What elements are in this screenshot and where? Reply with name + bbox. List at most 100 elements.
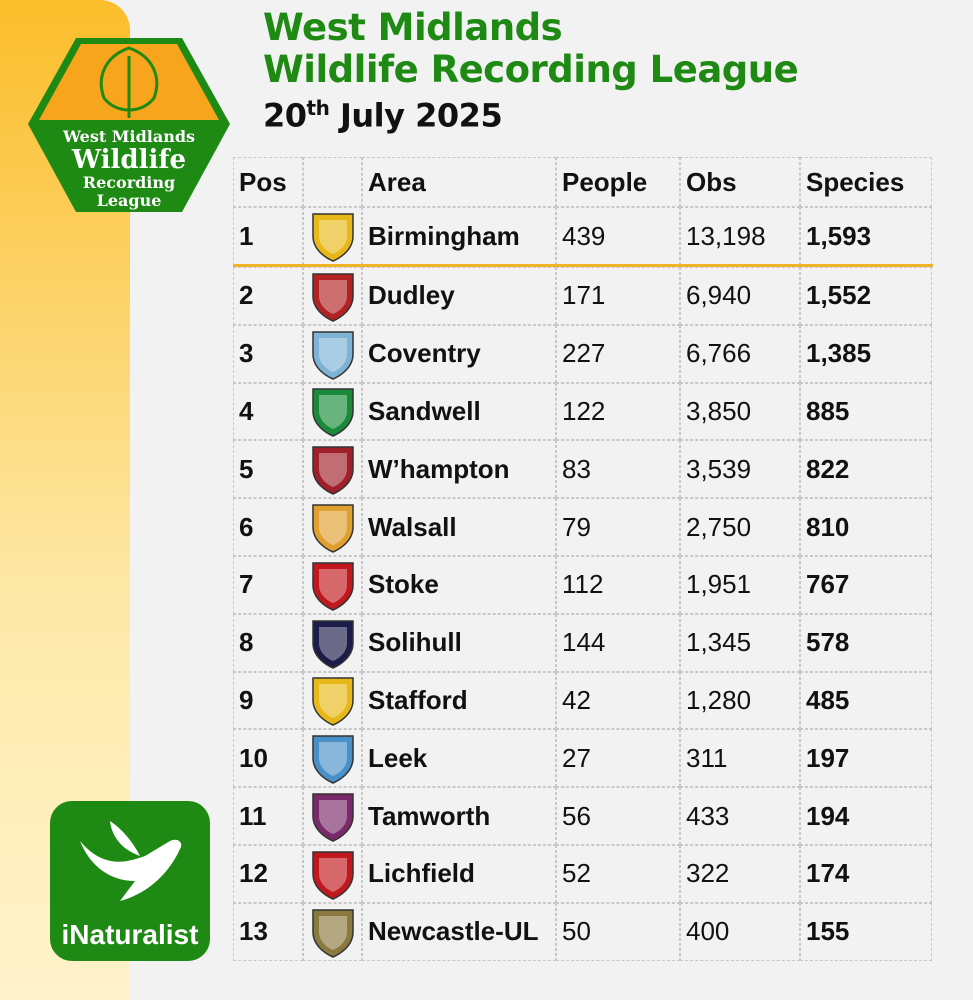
crest-cell — [303, 324, 362, 383]
crest — [311, 677, 354, 727]
pos-cell: 10 — [233, 729, 303, 788]
crest — [311, 619, 354, 669]
obs-cell: 3,850 — [680, 382, 800, 441]
area-cell: Leek — [362, 729, 556, 788]
area-cell: W’hampton — [362, 440, 556, 499]
pos-cell: 1 — [233, 207, 303, 265]
crest — [311, 793, 354, 842]
species-cell: 194 — [800, 787, 932, 845]
crest — [311, 735, 354, 785]
header-cell: Species — [800, 157, 932, 207]
date-rest: July 2025 — [339, 96, 503, 135]
brand-name: iNaturalist — [61, 919, 199, 950]
species-cell: 197 — [800, 729, 932, 788]
obs-cell: 13,198 — [680, 207, 800, 265]
obs-cell: 2,750 — [680, 498, 800, 556]
title-line: Wildlife Recording League — [263, 48, 799, 91]
species-cell: 810 — [800, 498, 932, 556]
crest-cell — [303, 440, 362, 499]
header-cell — [303, 157, 362, 207]
people-cell: 144 — [556, 613, 680, 672]
header-cell: People — [556, 157, 680, 207]
area-cell: Stoke — [362, 556, 556, 614]
species-cell: 1,385 — [800, 324, 932, 383]
area-cell: Tamworth — [362, 787, 556, 845]
pos-cell: 9 — [233, 671, 303, 730]
league-logo: West Midlands Wildlife Recording League — [28, 38, 230, 212]
obs-cell: 433 — [680, 787, 800, 845]
species-cell: 174 — [800, 845, 932, 903]
species-cell: 155 — [800, 902, 932, 961]
area-cell: Birmingham — [362, 207, 556, 265]
obs-cell: 1,345 — [680, 613, 800, 672]
people-cell: 79 — [556, 498, 680, 556]
obs-cell: 400 — [680, 902, 800, 961]
crest-cell — [303, 556, 362, 614]
pos-cell: 7 — [233, 556, 303, 614]
crest — [311, 388, 354, 438]
people-cell: 50 — [556, 902, 680, 961]
crest — [311, 446, 354, 496]
people-cell: 227 — [556, 324, 680, 383]
people-cell: 171 — [556, 267, 680, 325]
area-cell: Sandwell — [362, 382, 556, 441]
crest-cell — [303, 902, 362, 961]
obs-cell: 3,539 — [680, 440, 800, 499]
date-day: 20 — [263, 96, 307, 135]
area-cell: Newcastle-UL — [362, 902, 556, 961]
people-cell: 83 — [556, 440, 680, 499]
area-cell: Dudley — [362, 267, 556, 325]
divider — [233, 264, 933, 267]
area-cell: Coventry — [362, 324, 556, 383]
pos-cell: 13 — [233, 902, 303, 961]
pos-cell: 3 — [233, 324, 303, 383]
species-cell: 1,593 — [800, 207, 932, 265]
header-cell: Pos — [233, 157, 303, 207]
people-cell: 42 — [556, 671, 680, 730]
logo-line: Wildlife — [71, 145, 186, 175]
obs-cell: 6,940 — [680, 267, 800, 325]
pos-cell: 8 — [233, 613, 303, 672]
people-cell: 56 — [556, 787, 680, 845]
area-cell: Walsall — [362, 498, 556, 556]
people-cell: 439 — [556, 207, 680, 265]
obs-cell: 1,280 — [680, 671, 800, 730]
area-cell: Solihull — [362, 613, 556, 672]
logo-line: League — [97, 191, 162, 210]
species-cell: 885 — [800, 382, 932, 441]
header-cell: Obs — [680, 157, 800, 207]
crest — [311, 851, 354, 900]
pos-cell: 11 — [233, 787, 303, 845]
bird-icon — [80, 821, 182, 901]
pos-cell: 2 — [233, 267, 303, 325]
crest — [311, 273, 354, 322]
inaturalist-logo: iNaturalist — [50, 801, 210, 961]
obs-cell: 6,766 — [680, 324, 800, 383]
people-cell: 122 — [556, 382, 680, 441]
pos-cell: 5 — [233, 440, 303, 499]
species-cell: 578 — [800, 613, 932, 672]
crest-cell — [303, 382, 362, 441]
obs-cell: 311 — [680, 729, 800, 788]
obs-cell: 1,951 — [680, 556, 800, 614]
crest-cell — [303, 498, 362, 556]
crest-cell — [303, 613, 362, 672]
obs-cell: 322 — [680, 845, 800, 903]
logo-line: West Midlands — [62, 127, 195, 146]
crest-cell — [303, 845, 362, 903]
pos-cell: 4 — [233, 382, 303, 441]
date: 20th July 2025 — [263, 88, 503, 136]
logo-line: Recording — [83, 173, 175, 192]
header-cell: Area — [362, 157, 556, 207]
species-cell: 1,552 — [800, 267, 932, 325]
crest-cell — [303, 729, 362, 788]
crest-cell — [303, 787, 362, 845]
crest-cell — [303, 671, 362, 730]
crest — [311, 504, 354, 553]
species-cell: 767 — [800, 556, 932, 614]
crest — [311, 562, 354, 611]
crest — [311, 908, 354, 958]
date-suffix: th — [306, 96, 330, 120]
people-cell: 27 — [556, 729, 680, 788]
